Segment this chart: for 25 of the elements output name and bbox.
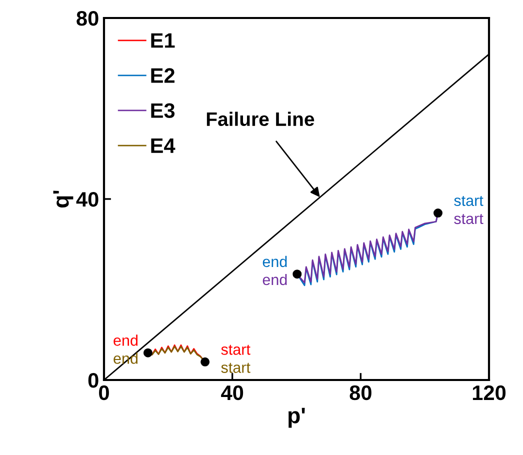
annotation: Failure Line — [206, 112, 314, 126]
y-tick-label: 40 — [76, 192, 98, 207]
legend-label: E4 — [151, 138, 176, 153]
x-tick-label: 120 — [472, 385, 506, 400]
legend-label: E2 — [151, 68, 174, 83]
y-tick-label: 0 — [88, 373, 98, 388]
point — [200, 357, 210, 366]
x-tick-label: 80 — [350, 385, 372, 400]
x-tick-label: 0 — [99, 385, 109, 400]
y-tick-label: 80 — [76, 11, 98, 26]
x-tick-label: 40 — [221, 385, 244, 400]
point — [143, 348, 152, 358]
annotation: end — [262, 274, 287, 286]
annotation: start — [454, 214, 484, 224]
legend-label: E1 — [151, 33, 175, 48]
y-axis-title: q' — [53, 190, 74, 208]
legend-label: E3 — [151, 103, 175, 118]
point — [433, 208, 442, 218]
annotation: end — [114, 334, 138, 346]
annotation: end — [262, 256, 287, 268]
annotation: start — [221, 362, 250, 373]
annotation: start — [221, 344, 250, 355]
annotation: start — [454, 196, 484, 206]
point — [292, 270, 302, 279]
x-axis-title: p' — [288, 408, 305, 428]
